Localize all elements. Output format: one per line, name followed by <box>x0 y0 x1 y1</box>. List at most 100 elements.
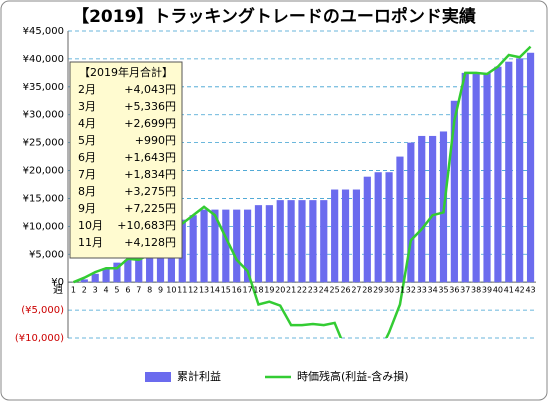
bar <box>450 100 458 283</box>
y-tick-label: ¥5,000 <box>29 249 64 260</box>
bar <box>494 66 502 283</box>
bar <box>124 259 132 283</box>
summary-box <box>69 61 183 259</box>
bar <box>113 262 121 283</box>
bar <box>211 209 219 283</box>
summary-amount: +5,336円 <box>124 100 176 113</box>
summary-month: 4月 <box>78 117 96 130</box>
x-tick-label: 42 <box>515 286 525 295</box>
x-tick-label: 36 <box>449 286 459 295</box>
x-tick-label: 8 <box>147 286 152 295</box>
summary-amount: +4,128円 <box>124 236 176 249</box>
x-tick-label: 34 <box>428 286 438 295</box>
x-tick-label: 14 <box>210 286 220 295</box>
x-tick-label: 37 <box>460 286 470 295</box>
x-tick-label: 40 <box>493 286 503 295</box>
summary-amount: +3,275円 <box>124 185 176 198</box>
bar <box>135 251 143 283</box>
x-tick-label: 38 <box>471 286 481 295</box>
summary-amount: +1,643円 <box>124 151 176 164</box>
bar <box>396 156 404 283</box>
summary-amount: +2,699円 <box>124 117 176 130</box>
summary-amount: +1,834円 <box>124 168 176 181</box>
legend-label: 累計利益 <box>177 369 221 383</box>
x-tick-label: 12 <box>188 286 198 295</box>
legend-swatch <box>145 372 171 382</box>
y-tick-label: ¥40,000 <box>23 54 64 65</box>
y-tick-label: ¥0 <box>51 277 64 288</box>
bar <box>222 209 230 283</box>
x-tick-label: 11 <box>177 286 187 295</box>
x-tick-label: 19 <box>264 286 274 295</box>
bar <box>189 215 197 283</box>
x-tick-label: 23 <box>308 286 318 295</box>
y-tick-label: ¥30,000 <box>23 110 64 121</box>
bar <box>483 72 491 283</box>
y-tick-label: ¥15,000 <box>23 193 64 204</box>
chart-title: 【2019】トラッキングトレードのユーロポンド実績 <box>72 6 476 27</box>
x-tick-label: 21 <box>286 286 296 295</box>
bar <box>265 205 273 283</box>
bar <box>91 273 99 283</box>
bar <box>341 189 350 283</box>
x-tick-label: 1 <box>71 286 76 295</box>
x-tick-label: 24 <box>319 286 329 295</box>
legend-label: 時価残高(利益-含み損) <box>297 369 409 383</box>
x-tick-label: 31 <box>395 286 405 295</box>
bar <box>526 52 535 283</box>
x-tick-label: 18 <box>253 286 263 295</box>
summary-month: 6月 <box>78 151 96 164</box>
bar <box>418 135 426 283</box>
bar <box>385 172 393 283</box>
x-tick-label: 9 <box>158 286 163 295</box>
bar <box>461 72 469 283</box>
bar <box>243 209 252 283</box>
x-tick-label: 3 <box>93 286 98 295</box>
summary-title: 【2019年月合計】 <box>79 65 173 79</box>
x-tick-label: 35 <box>438 286 448 295</box>
x-tick-label: 20 <box>275 286 285 295</box>
bar <box>200 209 208 283</box>
x-tick-label: 43 <box>525 286 535 295</box>
summary-month: 9月 <box>78 202 96 215</box>
x-tick-label: 41 <box>504 286 514 295</box>
summary-month: 10月 <box>78 219 103 232</box>
x-tick-label: 15 <box>221 286 231 295</box>
y-tick-label: ¥25,000 <box>23 138 64 149</box>
summary-month: 11月 <box>78 236 103 249</box>
summary-amount: +4,043円 <box>124 83 176 96</box>
bar <box>352 189 361 283</box>
bar <box>331 189 339 283</box>
x-tick-label: 30 <box>384 286 394 295</box>
x-tick-label: 27 <box>351 286 361 295</box>
x-tick-label: 26 <box>340 286 350 295</box>
summary-month: 8月 <box>78 185 96 198</box>
x-tick-label: 33 <box>417 286 427 295</box>
bar <box>516 58 524 283</box>
summary-month: 2月 <box>78 83 96 96</box>
bar <box>472 72 480 283</box>
x-tick-label: 7 <box>136 286 141 295</box>
x-tick-label: 32 <box>406 286 416 295</box>
summary-amount: +10,683円 <box>117 219 176 232</box>
x-tick-label: 2 <box>82 286 87 295</box>
x-tick-label: 17 <box>242 286 252 295</box>
y-tick-label: ¥20,000 <box>23 166 64 177</box>
bar <box>146 243 154 283</box>
bar <box>320 200 328 283</box>
bar <box>429 135 437 283</box>
summary-amount: +990円 <box>135 134 176 147</box>
bar <box>80 279 88 283</box>
y-tick-label: (¥5,000) <box>21 305 64 316</box>
y-tick-label: (¥10,000) <box>15 333 64 344</box>
x-tick-label: 4 <box>104 286 109 295</box>
bar <box>309 200 317 283</box>
x-tick-label: 6 <box>125 286 130 295</box>
summary-month: 3月 <box>78 100 96 113</box>
x-tick-label: 13 <box>199 286 209 295</box>
bar <box>407 142 415 283</box>
summary-amount: +7,225円 <box>124 202 176 215</box>
x-tick-label: 25 <box>330 286 340 295</box>
x-tick-label: 28 <box>362 286 372 295</box>
